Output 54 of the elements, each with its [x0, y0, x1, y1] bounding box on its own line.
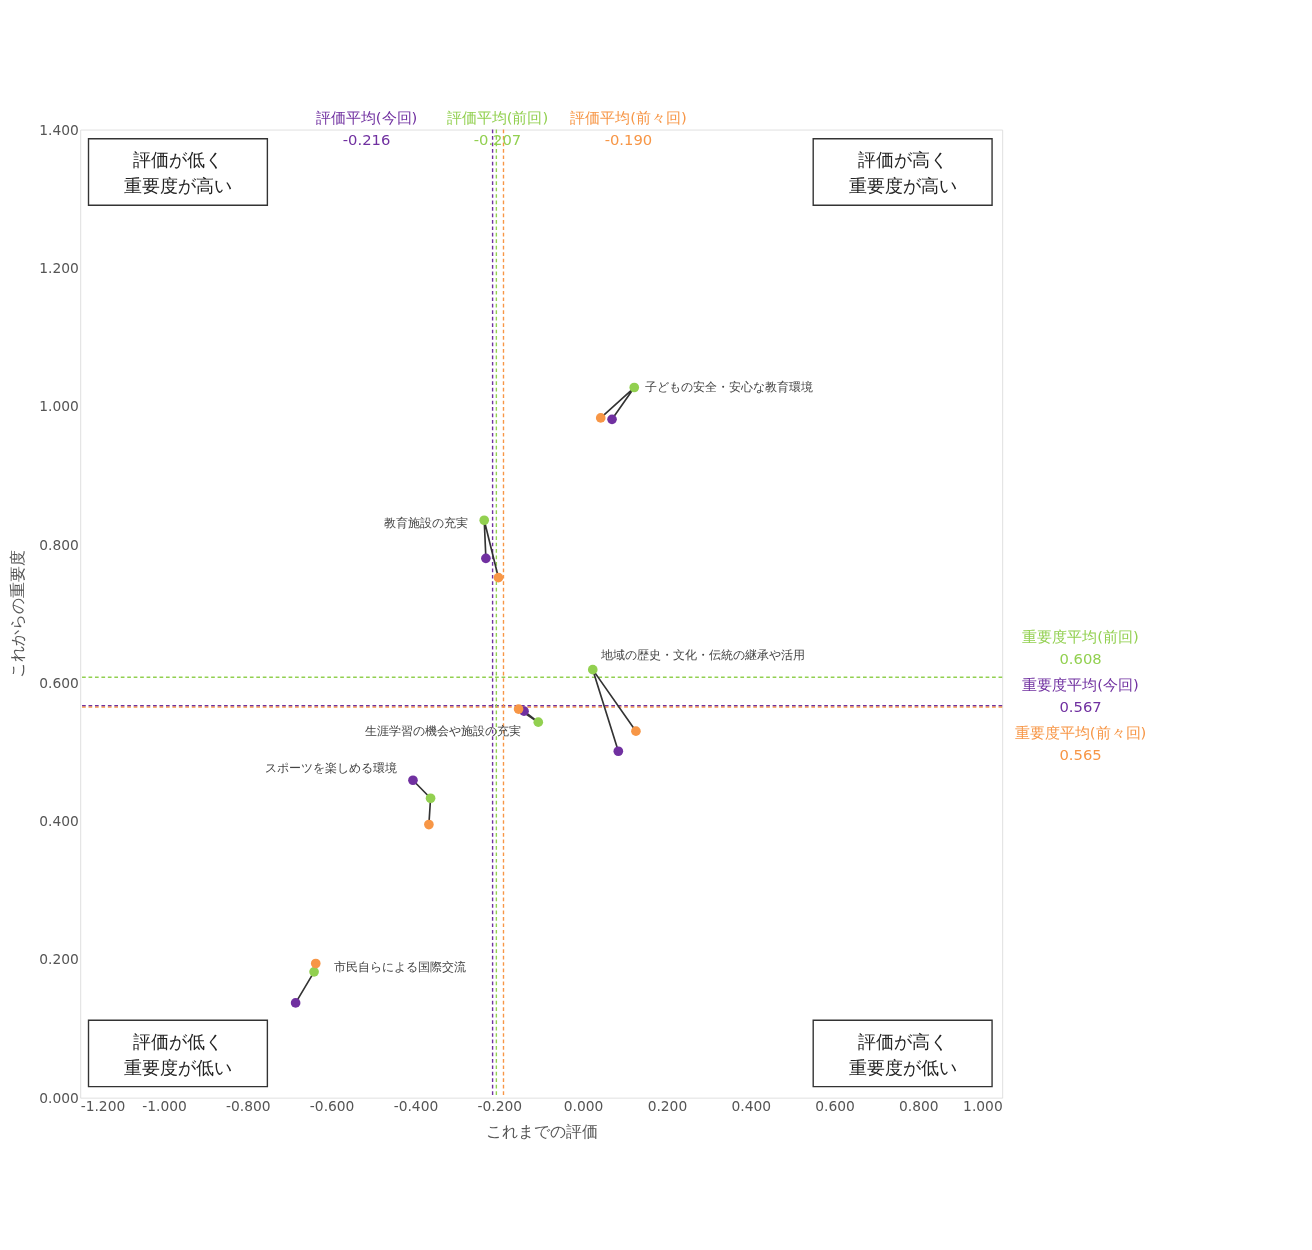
x-tick-label: 0.600 — [815, 1098, 855, 1115]
point — [424, 819, 434, 830]
ref-line-label: 評価平均(前々回) -0.190 — [570, 109, 687, 149]
point — [587, 664, 598, 675]
ref-line-label: 重要度平均(前回) 0.608 — [1022, 628, 1139, 668]
annotation: 評価が低く重要度が低い — [123, 1031, 232, 1078]
x-tick-label: 1.000 — [963, 1098, 1003, 1115]
point — [631, 726, 641, 737]
x-axis-title: これまでの評価 — [485, 1121, 598, 1141]
annotation: 教育施設の充実 — [383, 515, 468, 530]
point — [595, 413, 606, 423]
ref-line-label: 重要度平均(前々回) 0.565 — [1014, 724, 1147, 764]
point — [408, 775, 418, 786]
point — [613, 746, 624, 757]
point — [493, 572, 504, 583]
y-tick-label: 0.600 — [39, 674, 79, 691]
ref-line-label: 評価平均(前回) -0.207 — [446, 109, 549, 149]
point — [310, 958, 321, 969]
x-tick-label: -0.400 — [393, 1098, 439, 1115]
point — [481, 553, 491, 564]
y-tick-label: 1.400 — [39, 121, 79, 138]
x-tick-label: -1.200 — [80, 1098, 126, 1115]
y-tick-label: 0.400 — [39, 813, 79, 830]
y-tick-label: 1.200 — [39, 259, 79, 276]
x-tick-label: -0.800 — [226, 1098, 271, 1115]
ref-line-label: 重要度平均(今回) 0.567 — [1022, 676, 1139, 716]
x-tick-label: -0.200 — [477, 1098, 523, 1115]
x-tick-label: -1.000 — [142, 1098, 187, 1115]
annotation: 子どもの安全・安心な教育環境 — [645, 380, 814, 395]
annotation: 評価が低く重要度が高い — [123, 150, 232, 197]
point — [290, 998, 301, 1008]
x-tick-label: 0.800 — [899, 1098, 939, 1115]
ref-line-label: 評価平均(今回) -0.216 — [315, 109, 418, 149]
x-tick-label: 0.400 — [731, 1098, 771, 1115]
x-tick-label: -0.600 — [309, 1098, 355, 1115]
point — [607, 414, 617, 425]
y-tick-label: 0.200 — [39, 951, 79, 968]
annotation: 生涯学習の機会や施設の充実 — [364, 724, 521, 739]
point — [629, 382, 640, 393]
point — [479, 515, 490, 526]
y-tick-label: 1.000 — [39, 398, 79, 415]
annotation: 市民自らによる国際交流 — [334, 959, 467, 974]
y-tick-label: 0.800 — [39, 536, 79, 553]
x-tick-label: 0.200 — [647, 1098, 688, 1115]
annotation: スポーツを楽しめる環境 — [265, 760, 398, 775]
annotation: 評価が高く重要度が高い — [848, 150, 957, 197]
point — [513, 704, 524, 714]
point — [533, 717, 544, 728]
annotation: 地域の歴史・文化・伝統の継承や活用 — [600, 647, 806, 662]
annotation: 評価が高く重要度が低い — [848, 1031, 957, 1078]
y-axis-title: これからの重要度 — [7, 550, 27, 679]
point — [309, 967, 319, 977]
x-tick-label: 0.000 — [563, 1098, 604, 1115]
point — [425, 793, 436, 804]
